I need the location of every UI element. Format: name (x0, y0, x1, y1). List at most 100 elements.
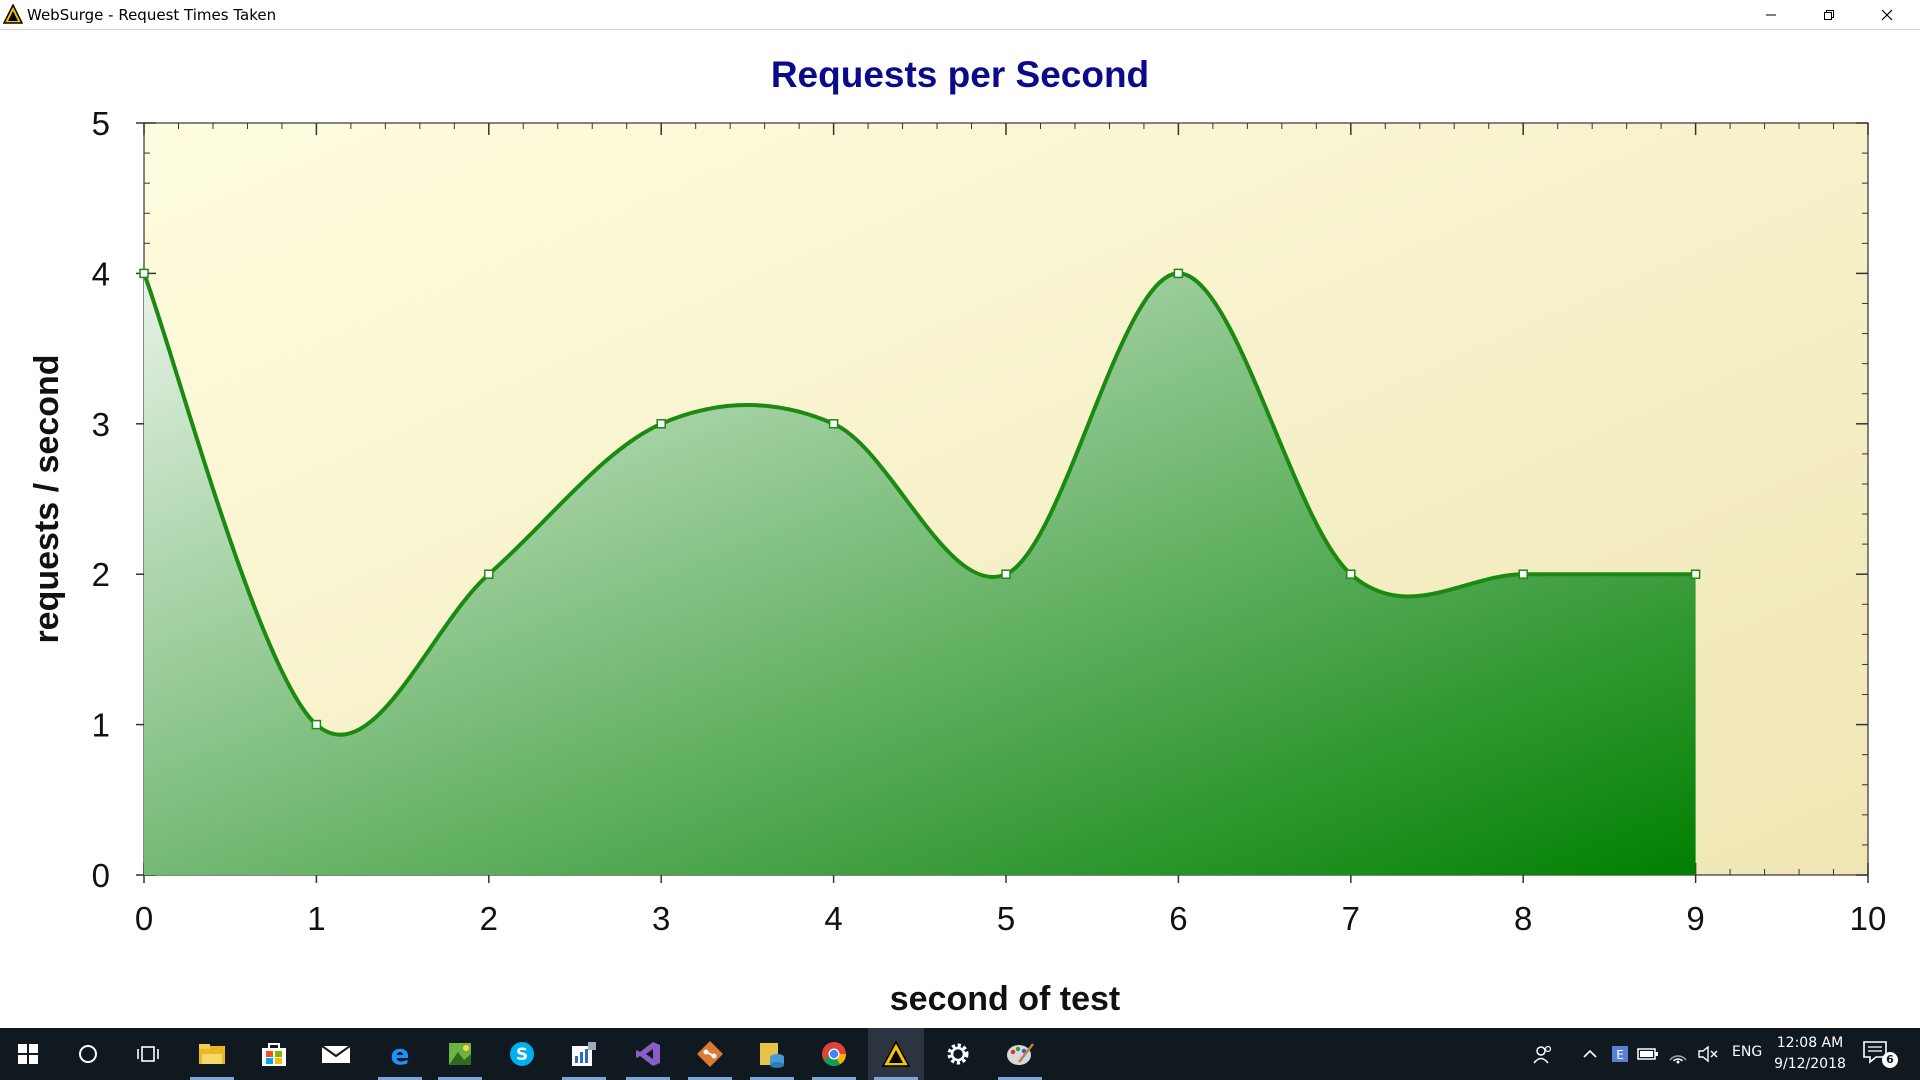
people-icon (1533, 1045, 1552, 1064)
data-point (484, 569, 494, 579)
x-axis-label: second of test (890, 980, 1120, 1018)
file-explorer-icon (199, 1044, 225, 1064)
skype-icon: S (510, 1042, 534, 1066)
svg-text:E: E (1616, 1048, 1624, 1062)
start-button[interactable] (0, 1028, 56, 1080)
battery-button[interactable] (1636, 1042, 1660, 1066)
taskbar-git[interactable] (682, 1028, 738, 1080)
visual-studio-icon (636, 1042, 660, 1066)
taskbar-file-explorer[interactable] (184, 1028, 240, 1080)
taskbar: e S (0, 1028, 1920, 1080)
y-tick-label: 0 (92, 857, 110, 894)
edge-icon: e (391, 1040, 410, 1068)
people-button[interactable] (1531, 1042, 1555, 1066)
taskbar-database-tool[interactable] (744, 1028, 800, 1080)
x-tick-label: 7 (1342, 900, 1360, 937)
requests-chart: Requests per Second 0 1 2 3 4 5 6 7 8 9 10 0 1 2 3 4 5 s… (28, 54, 1887, 1018)
data-point (1690, 569, 1701, 579)
show-hidden-icons-button[interactable] (1578, 1042, 1602, 1066)
close-icon (1881, 9, 1893, 20)
taskbar-paint[interactable] (992, 1028, 1048, 1080)
x-tick-label: 6 (1169, 900, 1187, 937)
paint-icon (1007, 1043, 1034, 1065)
data-point (1518, 569, 1528, 579)
y-tick-label: 3 (92, 406, 110, 443)
wifi-icon (1669, 1055, 1687, 1064)
x-tick-label: 5 (997, 900, 1015, 937)
x-tick-label: 4 (824, 900, 842, 937)
chart-title: Requests per Second (771, 54, 1149, 95)
data-point (311, 719, 322, 730)
series-line (142, 271, 1696, 737)
x-tick-label: 1 (307, 900, 325, 937)
mail-icon (321, 1045, 351, 1063)
search-button[interactable] (60, 1028, 116, 1080)
data-point (1001, 569, 1011, 579)
taskbar-skype[interactable]: S (494, 1028, 550, 1080)
svg-text:S: S (516, 1045, 528, 1065)
taskbar-mail[interactable] (308, 1028, 364, 1080)
y-tick-label: 4 (92, 255, 110, 292)
data-point (656, 419, 666, 429)
taskbar-chrome[interactable] (806, 1028, 862, 1080)
search-icon (79, 1045, 97, 1063)
clock-date: 9/12/2018 (1774, 1056, 1846, 1072)
taskbar-image-editor[interactable] (432, 1028, 488, 1080)
chart-panel: Requests per Second 0 1 2 3 4 5 6 7 8 9 10 0 1 2 3 4 5 s… (0, 30, 1920, 1028)
chrome-icon (822, 1042, 846, 1067)
data-point (1346, 569, 1356, 579)
taskbar-store[interactable] (246, 1028, 302, 1080)
data-point (1173, 268, 1184, 279)
taskbar-edge[interactable]: e (372, 1028, 428, 1080)
volume-muted-icon (1698, 1045, 1718, 1063)
y-tick-label: 2 (92, 556, 110, 593)
chevron-up-icon (1583, 1049, 1597, 1058)
svg-text:e: e (391, 1040, 410, 1068)
clock[interactable]: 12:08 AM 9/12/2018 (1765, 1033, 1855, 1075)
taskbar-resource-monitor[interactable] (556, 1028, 612, 1080)
input-language[interactable]: ENG (1732, 1044, 1763, 1060)
x-tick-label: 0 (135, 900, 153, 937)
window-title: WebSurge - Request Times Taken (27, 6, 277, 24)
y-tick-label: 5 (92, 105, 110, 142)
x-tick-label: 9 (1686, 900, 1704, 937)
settings-icon (947, 1043, 969, 1065)
clock-time: 12:08 AM (1776, 1035, 1844, 1051)
y-tick-label: 1 (92, 707, 110, 744)
websurge-app-icon (2, 3, 24, 24)
taskbar-visual-studio[interactable] (620, 1028, 676, 1080)
x-tick-label: 2 (480, 900, 498, 937)
restore-icon (1824, 9, 1834, 20)
x-tick-label: 10 (1850, 900, 1887, 937)
network-button[interactable] (1666, 1042, 1690, 1066)
store-icon (262, 1043, 286, 1066)
close-button[interactable] (1858, 0, 1916, 29)
resource-monitor-icon (572, 1042, 596, 1066)
minimize-button[interactable] (1742, 0, 1800, 29)
action-center-button[interactable]: 6 (1862, 1040, 1902, 1070)
x-tick-label: 8 (1514, 900, 1532, 937)
taskbar-settings[interactable] (930, 1028, 986, 1080)
taskbar-websurge[interactable] (868, 1028, 924, 1080)
start-icon (18, 1044, 38, 1064)
tray-app-icon: E (1612, 1046, 1628, 1062)
database-tool-icon (760, 1043, 784, 1068)
data-point (139, 268, 149, 279)
minimize-icon (1766, 14, 1776, 15)
task-view-icon (137, 1046, 159, 1062)
image-editor-icon (449, 1043, 471, 1065)
task-view-button[interactable] (120, 1028, 176, 1080)
volume-button[interactable] (1696, 1042, 1720, 1066)
y-axis-label: requests / second (28, 354, 66, 643)
x-tick-label: 3 (652, 900, 670, 937)
data-point (828, 419, 839, 429)
battery-icon (1637, 1048, 1658, 1060)
notification-count: 6 (1882, 1052, 1898, 1068)
area-fill (144, 273, 1696, 875)
notification-icon (1863, 1041, 1887, 1064)
title-bar: WebSurge - Request Times Taken (0, 0, 1920, 30)
tray-app-button[interactable]: E (1608, 1042, 1632, 1066)
websurge-icon (881, 1040, 911, 1067)
restore-button[interactable] (1800, 0, 1858, 29)
git-icon (697, 1041, 723, 1067)
